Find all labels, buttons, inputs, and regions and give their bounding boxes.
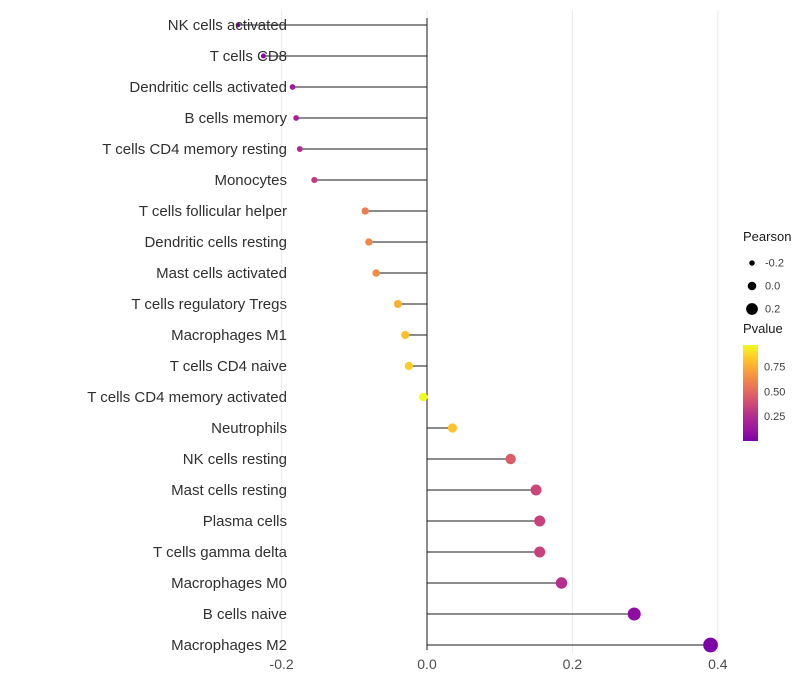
legend-pearson-entries: -0.2 0.0 0.2 — [746, 258, 784, 316]
legend-pvalue-labels: 0.75 0.50 0.25 — [764, 361, 785, 423]
legend-pvalue: Pvalue 0.75 0.50 0.25 — [743, 321, 785, 441]
category-label: Macrophages M2 — [171, 637, 287, 654]
category-label: T cells CD8 — [210, 48, 287, 65]
lollipop-dot — [419, 392, 428, 402]
category-label: NK cells resting — [183, 451, 287, 468]
legend-size-dot — [747, 281, 757, 291]
lollipop-dot — [555, 577, 568, 589]
legend-size-label: -0.2 — [765, 258, 784, 270]
lollipop-dot — [534, 515, 546, 527]
legend-pearson-title: Pearson — [743, 229, 791, 244]
lollipop-dot — [627, 607, 641, 621]
lollipop-dot — [401, 330, 410, 340]
category-label: T cells CD4 memory activated — [87, 389, 287, 406]
legend-pearson: Pearson -0.2 0.0 0.2 — [743, 229, 791, 316]
lollipop-dot — [293, 115, 300, 121]
category-label: Dendritic cells activated — [129, 79, 287, 96]
x-tick-label: 0.0 — [417, 656, 437, 672]
category-label: Dendritic cells resting — [144, 234, 287, 251]
category-label: Mast cells activated — [156, 265, 287, 282]
category-label: Monocytes — [214, 172, 287, 189]
lollipop-dot — [361, 207, 369, 215]
x-tick-label: -0.2 — [270, 656, 294, 672]
legend-pvalue-gradient-bar — [743, 345, 758, 441]
stems — [237, 24, 711, 646]
dots — [235, 22, 718, 653]
lollipop-dot — [447, 423, 458, 433]
lollipop-dot — [311, 176, 318, 184]
lollipop-dot — [534, 546, 546, 558]
legend-pvalue-tick-label: 0.25 — [764, 411, 785, 423]
lollipop-dot — [365, 238, 373, 246]
category-label: T cells follicular helper — [139, 203, 287, 220]
lollipop-dot — [393, 300, 402, 308]
x-axis-labels: -0.2 0.0 0.2 0.4 — [270, 656, 728, 672]
category-label: B cells naive — [203, 606, 287, 623]
y-axis-labels: NK cells activated T cells CD8 Dendritic c… — [87, 17, 287, 654]
legend-pvalue-title: Pvalue — [743, 321, 783, 336]
category-label: T cells CD4 memory resting — [102, 141, 287, 158]
legend-pvalue-tick-label: 0.50 — [764, 386, 785, 398]
gridlines — [281, 10, 719, 653]
category-label: Mast cells resting — [171, 482, 287, 499]
category-label: T cells gamma delta — [153, 544, 288, 561]
x-tick-label: 0.4 — [708, 656, 728, 672]
legend-pvalue-tick-label: 0.75 — [764, 361, 785, 373]
lollipop-dot — [703, 637, 718, 653]
lollipop-dot — [530, 484, 542, 496]
lollipop-dot — [404, 361, 413, 371]
category-label: NK cells activated — [168, 17, 287, 34]
category-label: T cells regulatory Tregs — [131, 296, 287, 313]
category-label: Macrophages M0 — [171, 575, 287, 592]
category-label: Plasma cells — [203, 513, 287, 530]
legend-size-label: 0.2 — [765, 304, 780, 316]
lollipop-dot — [296, 146, 303, 152]
lollipop-dot — [505, 453, 516, 465]
legend-size-dot — [749, 260, 755, 266]
legend-size-label: 0.0 — [765, 281, 780, 293]
category-label: Macrophages M1 — [171, 327, 287, 344]
category-label: Neutrophils — [211, 420, 287, 437]
category-label: T cells CD4 naive — [170, 358, 287, 375]
x-tick-label: 0.2 — [563, 656, 583, 672]
lollipop-dot — [289, 84, 296, 90]
lollipop-dot — [235, 22, 241, 28]
legend-size-dot — [746, 303, 758, 315]
category-label: B cells memory — [184, 110, 287, 127]
lollipop-dot — [260, 53, 266, 59]
lollipop-dot — [372, 269, 380, 277]
